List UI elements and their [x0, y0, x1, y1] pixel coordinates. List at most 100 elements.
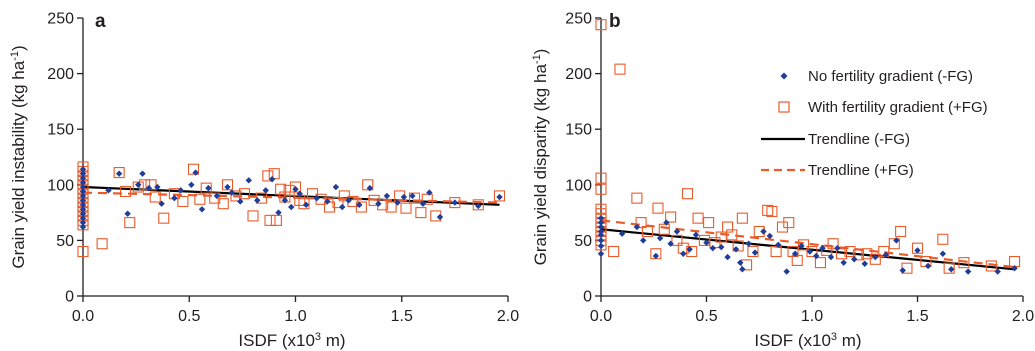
panel-a-point-with-fg: [362, 179, 374, 191]
panel-b-point-with-fg: [715, 231, 727, 243]
panel-a-point-with-fg: [332, 197, 344, 209]
panel-b-point-no-fg: [656, 234, 664, 242]
panel-b-y-tick-label: 200: [565, 66, 592, 83]
panel-b-point-with-fg: [762, 204, 774, 216]
panel-a-point-no-fg: [451, 199, 459, 206]
panel-b-point-no-fg: [924, 262, 932, 270]
panel-b-point-with-fg: [861, 248, 873, 260]
panel-a-point-no-fg: [79, 210, 87, 217]
panel-b-point-no-fg: [861, 260, 868, 267]
panel-b-point-with-fg: [770, 245, 782, 258]
panel-b-point-no-fg: [597, 242, 605, 250]
panel-a-point-with-fg: [270, 214, 282, 226]
panel-a-y-tick-label: 200: [47, 66, 74, 83]
panel-a-point-no-fg: [79, 174, 87, 182]
panel-b-point-no-fg: [791, 250, 799, 257]
panel-a-point-no-fg: [296, 190, 303, 197]
panel-b-point-no-fg: [766, 232, 773, 240]
panel-b-point-no-fg: [783, 268, 790, 275]
panel-b-y-tick-label: 100: [565, 177, 592, 194]
panel-b-point-no-fg: [633, 223, 641, 231]
panel-a-point-no-fg: [145, 184, 153, 192]
legend-label-with-fg: With fertility gradient (+FG): [808, 99, 988, 116]
panel-b-point-with-fg: [888, 238, 900, 250]
panel-a-y-tick-label: 250: [47, 11, 74, 28]
panel-b-point-no-fg: [840, 259, 847, 266]
panel-a-point-with-fg: [177, 195, 189, 208]
panel-b-point-no-fg: [718, 243, 725, 251]
panel-a-trendline-with-fg: [82, 191, 500, 204]
panel-a-point-no-fg: [105, 187, 112, 194]
panel-b-points: [595, 19, 1021, 275]
panel-a-point-with-fg: [238, 188, 251, 200]
panel-b-y-tick-label: 250: [565, 11, 592, 28]
panel-b-point-with-fg: [641, 225, 653, 238]
panel-a-point-no-fg: [288, 203, 295, 211]
panel-a-point-no-fg: [79, 170, 87, 177]
panel-b-point-no-fg: [652, 252, 660, 260]
panel-b-point-with-fg: [703, 217, 715, 229]
legend-label-trend-with-fg: Trendline (+FG): [808, 162, 914, 179]
panel-b-point-no-fg: [686, 246, 693, 253]
panel-a-point-with-fg: [230, 190, 242, 202]
panel-b-point-no-fg: [739, 266, 746, 273]
panel-b-point-with-fg: [791, 254, 803, 266]
panel-a-point-with-fg: [187, 163, 200, 175]
panel-b-point-no-fg: [806, 248, 814, 255]
panel-b-point-with-fg: [958, 257, 970, 269]
panel-a-point-with-fg: [264, 214, 276, 226]
panel-b-point-no-fg: [597, 250, 605, 257]
panel-a-point-no-fg: [79, 219, 87, 226]
panel-b-point-no-fg: [827, 253, 835, 261]
panel-a-x-axis-title: ISDF (x103 m): [238, 331, 345, 350]
panel-b-point-no-fg: [851, 256, 858, 263]
panel-b-point-no-fg: [994, 268, 1001, 275]
panel-a-point-no-fg: [79, 192, 87, 200]
panel-a-x-tick-label: 1.5: [391, 308, 413, 325]
panel-b-point-no-fg: [813, 252, 820, 260]
panel-a-point-no-fg: [198, 206, 206, 213]
panel-b-point-no-fg: [964, 268, 972, 275]
panel-b-point-with-fg: [614, 63, 626, 75]
panel-b-point-no-fg: [663, 219, 670, 226]
panel-b-point-with-fg: [783, 217, 795, 229]
panel-a-point-no-fg: [400, 193, 408, 201]
panel-b-ticks: 0 50 100 150 200 250 0.0 0.5 1.0 1.5 2.0: [565, 11, 1034, 326]
panel-a-point-with-fg: [275, 183, 287, 195]
panel-a-point-no-fg: [324, 198, 331, 205]
panel-a-point-with-fg: [149, 191, 161, 203]
panel-a-point-with-fg: [338, 190, 350, 202]
panel-b-point-with-fg: [878, 245, 890, 258]
panel-a-point-no-fg: [177, 187, 184, 194]
panel-a-point-no-fg: [79, 201, 87, 209]
panel-b-point-with-fg: [943, 262, 955, 274]
panel-a-point-with-fg: [298, 198, 310, 210]
panel-b-point-with-fg: [798, 239, 810, 251]
panel-a-point-with-fg: [385, 201, 397, 213]
panel-a-point-no-fg: [237, 198, 244, 205]
panel-b-point-with-fg: [631, 192, 643, 204]
panel-a-point-no-fg: [115, 170, 123, 177]
panel-b-point-no-fg: [872, 253, 879, 261]
panel-a-point-no-fg: [332, 183, 340, 191]
panel-b-point-with-fg: [827, 238, 839, 250]
panel-a-point-with-fg: [449, 197, 461, 209]
panel-a-point-no-fg: [79, 223, 87, 231]
panel-b-point-no-fg: [597, 228, 605, 235]
panel-b-point-with-fg: [722, 221, 734, 233]
panel-b-x-tick-label: 2.0: [1012, 308, 1034, 325]
panel-b-point-with-fg: [776, 221, 789, 233]
panel-b-point-with-fg: [635, 217, 647, 229]
panel-a-point-with-fg: [268, 168, 280, 180]
panel-b-point-no-fg: [939, 250, 947, 257]
panel-b-point-no-fg: [732, 246, 740, 253]
legend-item-trend-with-fg: Trendline (+FG): [761, 162, 914, 179]
panel-a-point-no-fg: [345, 197, 352, 204]
panel-a-point-with-fg: [368, 194, 380, 206]
panel-b-trendline-no-fg: [600, 228, 1015, 271]
legend-label-trend-no-fg: Trendline (-FG): [808, 131, 910, 148]
legend-item-trend-no-fg: Trendline (-FG): [761, 131, 910, 148]
panel-a-point-no-fg: [409, 192, 416, 200]
panel-a-point-with-fg: [217, 198, 229, 210]
